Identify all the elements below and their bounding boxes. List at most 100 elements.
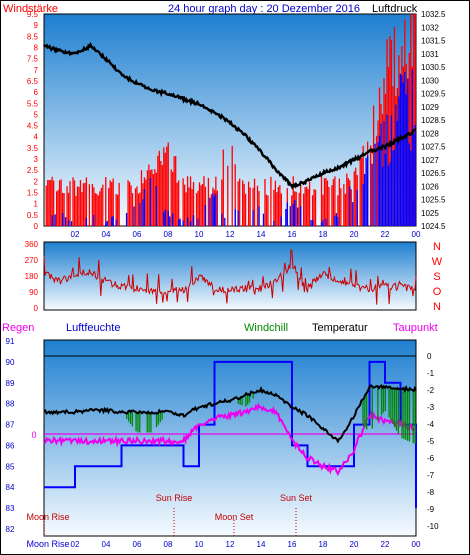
pressure-tick-label: 1031 [421,50,439,59]
pressure-tick-label: 1024.5 [421,222,446,231]
wind-axis-title: Windstärke [3,3,58,15]
pressure-tick-label: 1026.5 [421,169,446,178]
wind-tick-labels: 0 0.5 1 1.5 2 2.5 3 3.5 4 4.5 5 5.5 6 6.5 7 7.5 8 8.5 9 9.5 [27,10,39,231]
pressure-tick-label: 1028 [421,129,439,138]
humidity-tick-labels: 82 83 84 85 86 87 88 89 90 91 [6,337,15,534]
wind-direction-line [43,248,417,305]
time-tick-label: 06 [133,230,142,239]
time-tick-label: 02 [71,540,80,549]
time-tick-label: 20 [350,540,359,549]
compass-letter: N [433,301,441,313]
compass-letter: N [433,241,441,253]
direction-tick-labels: 0 90 180 270 360 [25,240,39,313]
pressure-tick-label: 1032 [421,23,439,32]
moon-rise-label: Moon Rise [26,512,69,522]
time-tick-label: 00 [412,540,421,549]
humidity-tick-label: 85 [6,462,15,471]
direction-tick-label: 360 [25,240,39,249]
wind-tick-label: 2 [34,177,39,186]
wind-tick-label: 5.5 [27,99,39,108]
direction-tick-label: 270 [25,256,39,265]
pressure-tick-label: 1025.5 [421,196,446,205]
temperature-tick-labels: -10-9-8-7-6-5-4-3-2-10 [427,352,439,531]
wind-time-labels: 02 04 06 08 10 12 14 16 18 20 22 00 [71,230,421,239]
humidity-tick-label: 90 [6,358,15,367]
wind-pressure-panel: Windstärke 24 hour graph day : 20 Dezemb… [3,3,446,239]
wind-tick-label: 4.5 [27,122,39,131]
wind-tick-label: 1.5 [27,189,39,198]
direction-tick-label: 0 [34,304,39,313]
time-tick-label: 00 [412,230,421,239]
pressure-tick-label: 1025 [421,209,439,218]
windchill-label: Windchill [244,322,288,334]
time-tick-label: 12 [226,540,235,549]
pressure-tick-label: 1030 [421,76,439,85]
wind-tick-label: 3 [34,155,39,164]
time-tick-label: 04 [102,230,111,239]
dewpoint-line [43,402,417,477]
pressure-tick-label: 1030.5 [421,63,446,72]
temperature-tick-label: -4 [427,420,435,429]
wind-tick-label: 7.5 [27,55,39,64]
pressure-tick-label: 1027.5 [421,143,446,152]
wind-tick-label: 4 [34,133,39,142]
time-tick-label: 20 [350,230,359,239]
temperature-label: Temperatur [312,322,368,334]
moon-rise-axis-label: Moon Rise [26,539,69,549]
humidity-tick-label: 88 [6,400,15,409]
temperature-tick-label: -1 [427,369,435,378]
pressure-axis-title: Luftdruck [372,3,418,15]
wind-average-bars [51,69,416,226]
compass-letter: S [433,271,440,283]
time-tick-label: 08 [164,540,173,549]
time-tick-label: 18 [319,540,328,549]
pressure-tick-label: 1031.5 [421,37,446,46]
humidity-tick-label: 89 [6,379,15,388]
humidity-line [44,360,417,509]
pressure-tick-label: 1027 [421,156,439,165]
time-tick-label: 14 [257,230,266,239]
temperature-time-labels: 02 04 06 08 10 12 14 16 18 20 22 00 [71,540,421,549]
pressure-tick-label: 1028.5 [421,116,446,125]
wind-tick-label: 8.5 [27,32,39,41]
pressure-line [42,41,417,190]
time-tick-label: 18 [319,230,328,239]
temperature-tick-label: -10 [427,522,439,531]
compass-letter: O [433,286,442,298]
temperature-tick-label: 0 [427,352,432,361]
humidity-tick-label: 87 [6,421,15,430]
time-tick-label: 04 [102,540,111,549]
time-tick-label: 16 [288,540,297,549]
wind-tick-label: 0.5 [27,211,39,220]
time-tick-label: 08 [164,230,173,239]
time-tick-label: 14 [257,540,266,549]
wind-tick-label: 5 [34,110,39,119]
time-tick-label: 22 [381,230,390,239]
temperature-panel: Regen Luftfeuchte Windchill Temperatur T… [2,322,439,549]
rain-label: Regen [2,322,34,334]
pressure-tick-label: 1029.5 [421,90,446,99]
temperature-tick-label: -9 [427,505,435,514]
temperature-tick-label: -7 [427,471,435,480]
humidity-tick-label: 82 [6,525,15,534]
wind-tick-label: 3.5 [27,144,39,153]
humidity-tick-label: 84 [6,483,15,492]
temperature-tick-label: -6 [427,454,435,463]
wind-tick-label: 9.5 [27,10,39,19]
wind-tick-label: 6 [34,88,39,97]
moon-set-label: Moon Set [215,512,254,522]
direction-tick-label: 180 [25,272,39,281]
direction-plot-area [43,241,417,311]
wind-tick-label: 9 [34,21,39,30]
wind-tick-label: 2.5 [27,166,39,175]
time-tick-label: 10 [195,230,204,239]
time-tick-label: 22 [381,540,390,549]
time-tick-label: 12 [226,230,235,239]
sun-set-label: Sun Set [280,493,313,503]
wind-tick-label: 7 [34,66,39,75]
dewpoint-label: Taupunkt [393,322,438,334]
